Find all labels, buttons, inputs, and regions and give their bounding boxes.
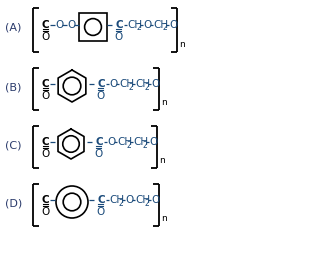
Text: n: n [179, 40, 185, 49]
Text: C: C [41, 195, 49, 205]
Text: O: O [151, 79, 159, 89]
Text: CH: CH [153, 20, 168, 30]
Text: O: O [95, 149, 103, 159]
Text: C: C [97, 79, 105, 89]
Text: C: C [41, 137, 49, 147]
Text: O: O [107, 137, 115, 147]
Text: n: n [161, 98, 167, 107]
Bar [79, 13, 107, 41]
Text: CH: CH [135, 79, 150, 89]
Text: O: O [55, 20, 63, 30]
Text: CH: CH [135, 195, 150, 205]
Text: CH: CH [127, 20, 142, 30]
Text: O: O [125, 195, 133, 205]
Text: O: O [169, 20, 177, 30]
Text: O: O [97, 91, 105, 101]
Text: n: n [161, 214, 167, 223]
Text: 2: 2 [119, 198, 124, 207]
Text: C: C [95, 137, 103, 147]
Text: 2: 2 [129, 83, 134, 92]
Text: (D): (D) [5, 198, 22, 208]
Text: O: O [41, 207, 49, 217]
Text: 2: 2 [127, 140, 132, 150]
Text: (B): (B) [5, 82, 21, 92]
Text: O: O [143, 20, 151, 30]
Text: 2: 2 [163, 23, 168, 33]
Text: (C): (C) [5, 140, 22, 150]
Text: O: O [41, 149, 49, 159]
Text: O: O [151, 195, 159, 205]
Text: 2: 2 [143, 140, 148, 150]
Text: n: n [159, 156, 165, 165]
Text: CH: CH [117, 137, 132, 147]
Text: C: C [115, 20, 123, 30]
Text: O: O [41, 32, 49, 42]
Text: 2: 2 [145, 83, 150, 92]
Text: O: O [149, 137, 157, 147]
Text: O: O [67, 20, 75, 30]
Text: O: O [109, 79, 117, 89]
Text: O: O [115, 32, 123, 42]
Text: CH: CH [109, 195, 124, 205]
Text: 2: 2 [137, 23, 142, 33]
Text: C: C [41, 79, 49, 89]
Text: O: O [41, 91, 49, 101]
Text: CH: CH [119, 79, 134, 89]
Text: 2: 2 [145, 198, 150, 207]
Text: CH: CH [133, 137, 148, 147]
Text: O: O [97, 207, 105, 217]
Text: C: C [97, 195, 105, 205]
Text: C: C [41, 20, 49, 30]
Text: (A): (A) [5, 23, 21, 33]
